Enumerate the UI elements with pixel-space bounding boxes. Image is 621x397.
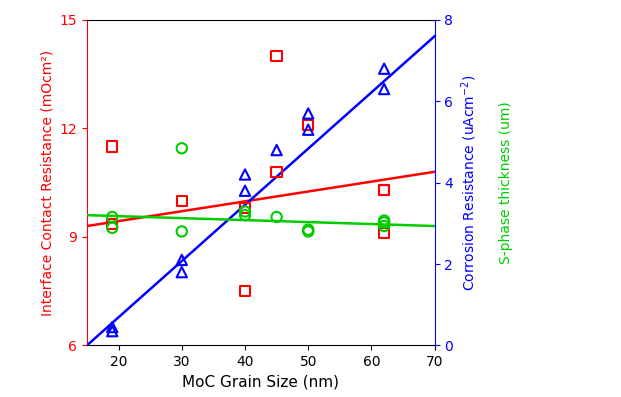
Y-axis label: Interface Contact Resistance (mOcm²): Interface Contact Resistance (mOcm²)	[40, 50, 54, 316]
Point	[107, 214, 117, 220]
Point	[379, 230, 389, 237]
Point	[177, 145, 187, 151]
Point	[240, 172, 250, 178]
Point	[107, 143, 117, 150]
Point	[379, 218, 389, 224]
Point	[240, 212, 250, 218]
Point	[271, 53, 281, 59]
Point	[303, 121, 313, 128]
Point	[271, 214, 281, 220]
Point	[303, 228, 313, 235]
Point	[107, 324, 117, 330]
Point	[303, 110, 313, 117]
Point	[177, 198, 187, 204]
Point	[107, 225, 117, 231]
Point	[379, 219, 389, 225]
Point	[379, 66, 389, 72]
Point	[379, 187, 389, 193]
Text: S-phase thickness (um): S-phase thickness (um)	[499, 101, 513, 264]
Point	[240, 288, 250, 294]
Point	[240, 205, 250, 211]
Point	[177, 269, 187, 276]
Point	[271, 147, 281, 153]
Point	[379, 187, 389, 193]
Point	[240, 188, 250, 194]
Point	[240, 208, 250, 215]
Point	[303, 127, 313, 133]
X-axis label: MoC Grain Size (nm): MoC Grain Size (nm)	[183, 375, 339, 390]
Point	[379, 86, 389, 92]
Point	[107, 328, 117, 334]
Text: Corrosion Resistance (uAcm$^{-2}$): Corrosion Resistance (uAcm$^{-2}$)	[459, 74, 479, 291]
Point	[271, 169, 281, 175]
Point	[379, 223, 389, 229]
Point	[177, 228, 187, 235]
Point	[303, 226, 313, 233]
Point	[107, 221, 117, 227]
Point	[177, 257, 187, 263]
